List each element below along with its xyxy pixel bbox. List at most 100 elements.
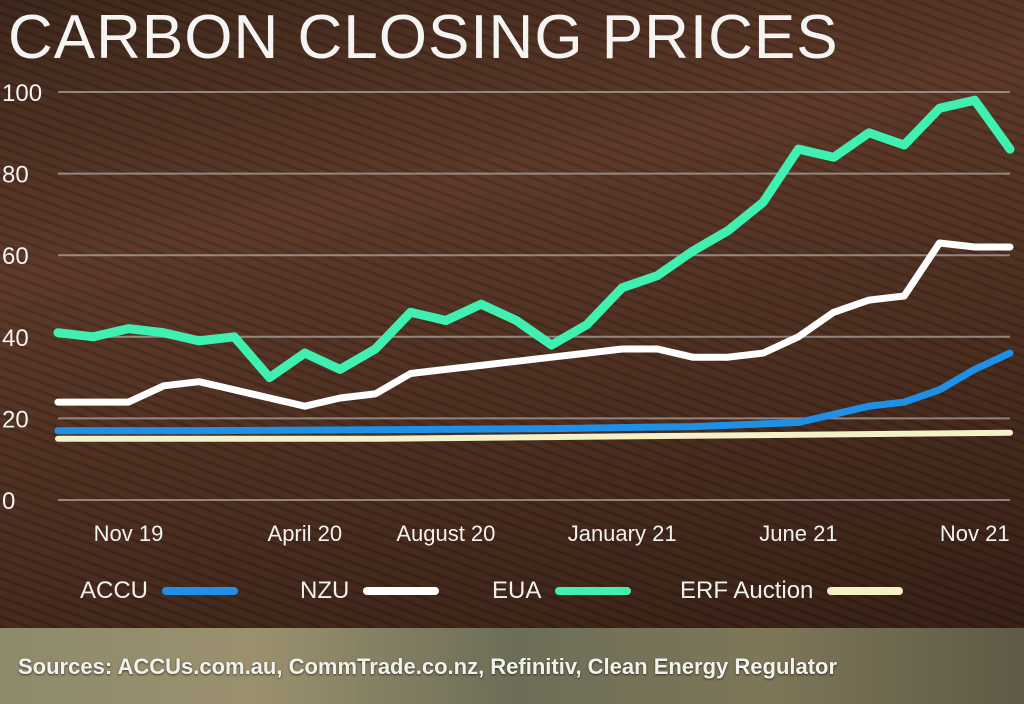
data-point-nzu bbox=[796, 335, 800, 339]
data-point-nzu bbox=[444, 367, 448, 371]
legend-label-eua: EUA bbox=[492, 577, 542, 604]
data-point-eua bbox=[268, 376, 272, 380]
legend-label-erf-auction: ERF Auction bbox=[680, 577, 814, 604]
data-point-accu bbox=[56, 429, 60, 433]
legend-swatch-eua bbox=[555, 587, 632, 595]
data-point-eua bbox=[162, 331, 166, 335]
legend-label-nzu: NZU bbox=[300, 577, 350, 604]
x-tick-label-3: January 21 bbox=[568, 521, 677, 546]
data-point-nzu bbox=[162, 384, 166, 388]
x-tick-label-2: August 20 bbox=[396, 521, 495, 546]
data-point-eua bbox=[973, 98, 977, 102]
data-point-eua bbox=[691, 249, 695, 253]
sources-text: Sources: ACCUs.com.au, CommTrade.co.nz, … bbox=[18, 654, 838, 679]
series-line-nzu bbox=[54, 239, 1014, 410]
data-point-nzu bbox=[338, 396, 342, 400]
data-point-nzu bbox=[585, 351, 589, 355]
data-point-eua bbox=[937, 106, 941, 110]
data-point-accu bbox=[1008, 351, 1012, 355]
x-tick-label-0: Nov 19 bbox=[94, 521, 164, 546]
y-tick-label-80: 80 bbox=[2, 162, 29, 189]
data-point-nzu bbox=[550, 355, 554, 359]
data-point-nzu bbox=[127, 400, 131, 404]
data-point-eua bbox=[902, 143, 906, 147]
data-point-nzu bbox=[691, 355, 695, 359]
data-point-nzu bbox=[937, 241, 941, 245]
data-point-nzu bbox=[514, 359, 518, 363]
data-point-nzu bbox=[832, 310, 836, 314]
data-point-nzu bbox=[726, 355, 730, 359]
legend-label-accu: ACCU bbox=[80, 577, 149, 604]
data-point-accu bbox=[373, 428, 377, 432]
x-tick-label-5: Nov 21 bbox=[940, 521, 1010, 546]
legend-swatch-accu bbox=[162, 587, 239, 595]
data-point-eua bbox=[479, 302, 483, 306]
data-point-nzu bbox=[655, 347, 659, 351]
data-point-nzu bbox=[1008, 245, 1012, 249]
legend-item-erf-auction: ERF Auction bbox=[680, 576, 904, 606]
data-point-nzu bbox=[867, 298, 871, 302]
data-point-eua bbox=[232, 335, 236, 339]
data-point-nzu bbox=[479, 363, 483, 367]
data-point-accu bbox=[902, 400, 906, 404]
y-tick-label-20: 20 bbox=[2, 406, 29, 433]
y-tick-label-60: 60 bbox=[2, 243, 29, 270]
data-point-erf-auction bbox=[56, 437, 60, 441]
data-point-nzu bbox=[973, 245, 977, 249]
y-tick-label-40: 40 bbox=[2, 325, 29, 352]
data-point-eua bbox=[761, 200, 765, 204]
data-point-eua bbox=[127, 327, 131, 331]
data-point-nzu bbox=[409, 372, 413, 376]
data-point-nzu bbox=[232, 388, 236, 392]
data-point-erf-auction bbox=[373, 437, 377, 441]
data-point-accu bbox=[832, 412, 836, 416]
data-point-nzu bbox=[197, 380, 201, 384]
data-point-accu bbox=[796, 420, 800, 424]
legend-item-nzu: NZU bbox=[300, 576, 440, 606]
data-point-eua bbox=[726, 229, 730, 233]
data-point-nzu bbox=[902, 294, 906, 298]
data-point-accu bbox=[937, 388, 941, 392]
data-point-accu bbox=[691, 425, 695, 429]
data-point-nzu bbox=[268, 396, 272, 400]
data-point-nzu bbox=[620, 347, 624, 351]
data-point-eua bbox=[655, 274, 659, 278]
line-chart: 0 20 40 60 80 100 Nov 19 April 20 August 20 Janua… bbox=[2, 80, 1015, 546]
data-point-erf-auction bbox=[1008, 431, 1012, 435]
data-point-accu bbox=[973, 367, 977, 371]
data-point-eua bbox=[197, 339, 201, 343]
data-point-eua bbox=[585, 323, 589, 327]
series-line-eua bbox=[53, 95, 1015, 383]
data-point-nzu bbox=[56, 400, 60, 404]
series-line-accu bbox=[54, 349, 1014, 435]
data-point-eua bbox=[867, 131, 871, 135]
legend-swatch-erf-auction bbox=[827, 587, 904, 595]
data-point-accu bbox=[550, 427, 554, 431]
data-point-eua bbox=[620, 286, 624, 290]
data-point-accu bbox=[197, 429, 201, 433]
legend-item-accu: ACCU bbox=[80, 576, 239, 606]
data-point-accu bbox=[867, 404, 871, 408]
data-point-eua bbox=[373, 347, 377, 351]
data-point-nzu bbox=[373, 392, 377, 396]
data-point-eua bbox=[338, 367, 342, 371]
y-tick-label-0: 0 bbox=[2, 488, 15, 515]
data-point-eua bbox=[550, 343, 554, 347]
data-point-nzu bbox=[303, 404, 307, 408]
data-point-eua bbox=[514, 318, 518, 322]
x-tick-label-4: June 21 bbox=[759, 521, 837, 546]
data-point-nzu bbox=[761, 351, 765, 355]
data-point-eua bbox=[303, 351, 307, 355]
chart-title: CARBON CLOSING PRICES bbox=[8, 3, 839, 72]
data-point-eua bbox=[832, 155, 836, 159]
data-point-eua bbox=[796, 147, 800, 151]
x-tick-label-1: April 20 bbox=[268, 521, 343, 546]
data-point-eua bbox=[409, 310, 413, 314]
legend-swatch-nzu bbox=[363, 587, 440, 595]
data-point-eua bbox=[1008, 147, 1012, 151]
sources-banner bbox=[0, 628, 1024, 704]
data-point-eua bbox=[91, 335, 95, 339]
legend-item-eua: EUA bbox=[492, 576, 632, 606]
y-tick-label-100: 100 bbox=[2, 80, 42, 107]
